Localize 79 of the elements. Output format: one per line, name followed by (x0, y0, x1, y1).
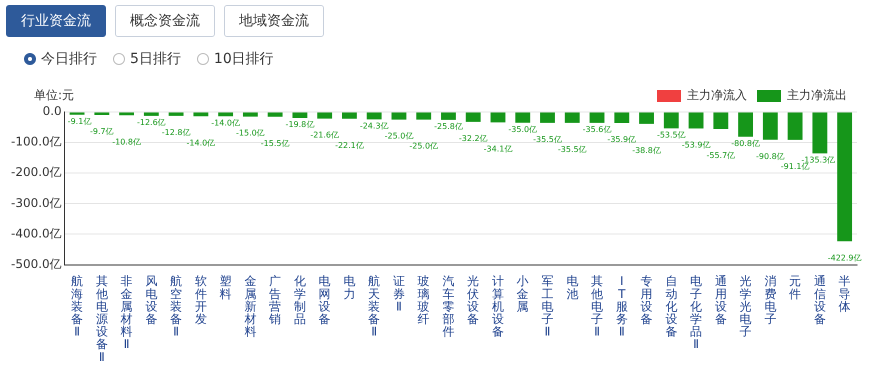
x-tick-label: 通信设备 (814, 274, 826, 326)
data-label: -15.5亿 (260, 138, 290, 148)
x-tick-label: 其他电源设备Ⅱ (96, 274, 108, 364)
data-label: -25.0亿 (384, 132, 414, 141)
x-tick-label: 光学光电子 (740, 274, 752, 339)
x-tick-label: 非金属材料Ⅱ (120, 274, 133, 352)
text: 5日排行 (130, 50, 181, 68)
x-tick-label: 风电设备 (145, 274, 158, 326)
x-tick-label: 半导体 (838, 274, 851, 314)
data-label: -35.0亿 (508, 124, 538, 134)
x-tick-label: 军工电子Ⅱ (542, 274, 554, 339)
data-label: -19.8亿 (286, 120, 314, 130)
x-tick-label: 玻璃玻纤 (418, 274, 430, 326)
x-tick-label: IT服务Ⅱ (616, 274, 628, 339)
data-label: -38.8亿 (632, 146, 661, 155)
legend-label: 主力净流入 (687, 88, 747, 102)
data-label: -24.3亿 (360, 122, 389, 131)
text: 今日排行 (41, 50, 97, 68)
x-tick-label: 航空装备Ⅱ (170, 274, 182, 339)
data-label: -135.3亿 (801, 155, 836, 164)
y-tick-label: -400.0亿 (10, 226, 62, 240)
text: 概念资金流 (115, 5, 215, 37)
data-label: -90.8亿 (756, 152, 785, 161)
x-tick-label: 通用设备 (714, 274, 727, 326)
data-label: -25.0亿 (409, 142, 438, 151)
x-tick-label: 光伏设备 (467, 274, 480, 326)
data-label: -35.6亿 (582, 124, 612, 134)
data-label: -35.5亿 (558, 144, 587, 154)
x-tick-label: 航海装备Ⅱ (71, 274, 84, 339)
x-tick-label: 电力 (343, 274, 356, 301)
legend-label: 主力净流出 (787, 88, 847, 102)
data-label: -25.8亿 (434, 122, 463, 131)
data-label: -9.1亿 (68, 116, 92, 126)
text: 地域资金流 (224, 5, 324, 37)
data-label: -14.0亿 (186, 138, 216, 148)
x-tick-label: 广告营销 (268, 274, 282, 326)
x-tick-label: 小金属 (516, 274, 529, 314)
y-tick-label: -300.0亿 (10, 196, 62, 210)
x-tick-label: 电池 (566, 274, 578, 301)
x-tick-label: 消费电子 (764, 274, 776, 326)
text: 行业资金流 (6, 5, 106, 37)
data-label: -10.8亿 (112, 137, 141, 146)
data-label: -35.5亿 (533, 134, 562, 144)
data-label: -422.9亿 (828, 253, 862, 262)
x-tick-label: 塑料 (220, 274, 232, 301)
x-tick-label: 元件 (789, 274, 802, 301)
x-tick-label: 金属新材料 (243, 274, 256, 339)
data-label: -35.9亿 (607, 135, 636, 144)
data-label: -55.7亿 (706, 151, 736, 160)
x-tick-label: 软件开发 (194, 274, 207, 326)
data-label: -91.1亿 (780, 162, 810, 171)
y-tick-label: -200.0亿 (10, 165, 62, 180)
y-axis-title: 单位:元 (34, 88, 74, 102)
x-tick-label: 专用设备 (640, 274, 653, 326)
x-tick-label: 航天装备Ⅱ (368, 274, 380, 339)
data-label: -32.2亿 (458, 134, 488, 143)
x-tick-label: 其他电子Ⅱ (591, 274, 604, 339)
data-label: -80.8亿 (731, 138, 760, 148)
data-label: -34.1亿 (484, 144, 512, 154)
data-label: -53.9亿 (682, 140, 710, 150)
data-label: -12.8亿 (162, 128, 190, 137)
x-tick-label: 电网设备 (318, 274, 331, 326)
data-label: -12.6亿 (136, 118, 166, 127)
x-tick-label: 证券Ⅱ (392, 274, 405, 314)
data-label: -14.0亿 (211, 118, 240, 128)
data-label: -53.5亿 (656, 130, 686, 140)
y-tick-label: -100.0亿 (10, 134, 62, 149)
data-label: -9.7亿 (90, 127, 114, 136)
x-tick-label: 自动化设备 (665, 274, 678, 339)
data-label: -21.6亿 (310, 130, 340, 140)
y-tick-label: 0.0 (42, 104, 62, 118)
data-label: -22.1亿 (335, 140, 364, 150)
text: 10日排行 (214, 50, 274, 68)
y-tick-label: -500.0亿 (10, 256, 62, 271)
x-tick-label: 汽车零部件 (442, 274, 454, 339)
x-tick-label: 电子化学品Ⅱ (690, 274, 702, 352)
data-label: -15.0亿 (236, 128, 265, 138)
x-tick-label: 计算机设备 (492, 274, 504, 339)
x-tick-label: 化学制品 (294, 274, 306, 326)
